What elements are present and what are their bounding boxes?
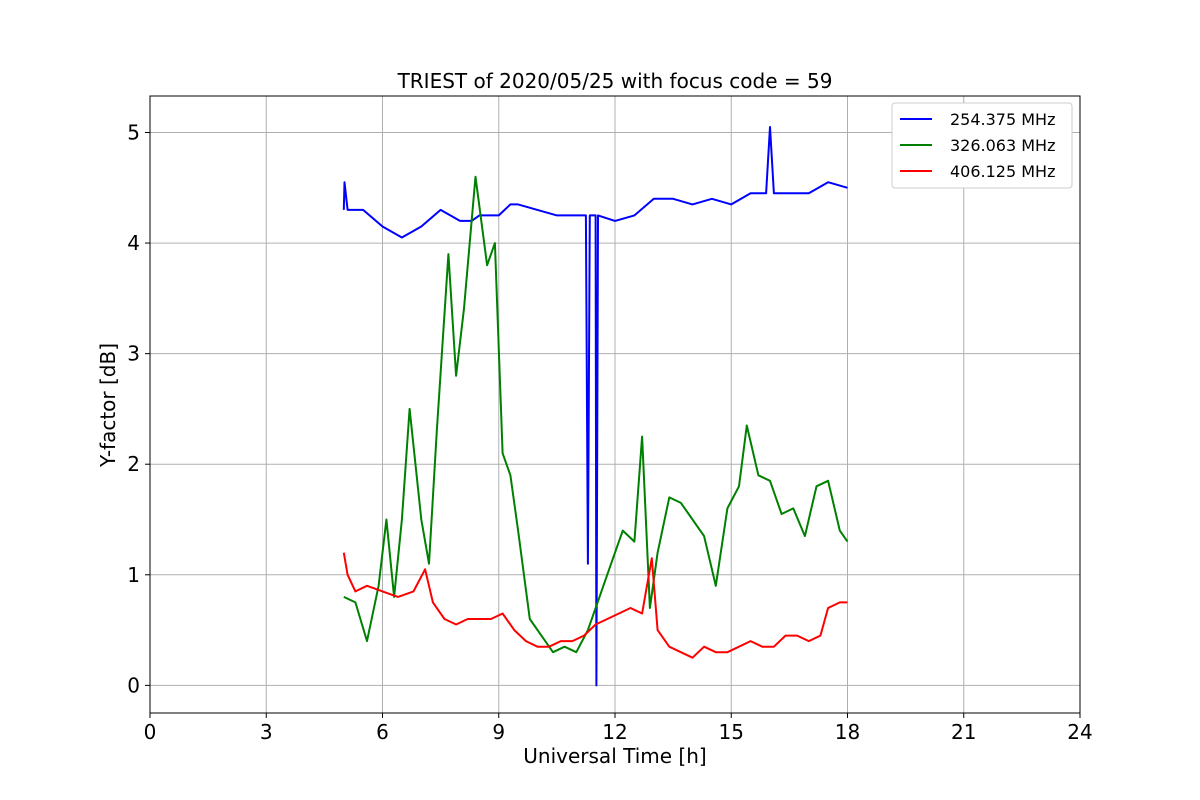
x-tick-label: 9: [492, 720, 505, 744]
y-axis-label: Y-factor [dB]: [96, 343, 120, 468]
x-tick-label: 24: [1067, 720, 1092, 744]
y-tick-label: 3: [127, 342, 140, 366]
chart-title: TRIEST of 2020/05/25 with focus code = 5…: [397, 69, 833, 93]
y-axis-ticks: 0 1 2 3 4 5: [127, 120, 150, 697]
legend-box: [891, 102, 1073, 189]
legend-label-406: 406.125 MHz: [950, 162, 1055, 181]
legend: 254.375 MHz 326.063 MHz 406.125 MHz: [891, 102, 1073, 189]
legend-label-326: 326.063 MHz: [950, 136, 1055, 155]
y-tick-label: 5: [127, 120, 140, 144]
series-line-1: [343, 175, 849, 654]
x-tick-label: 15: [719, 720, 744, 744]
y-tick-label: 4: [127, 231, 140, 255]
x-axis-ticks: 0 3 6 9 12 15 18 21 24: [144, 713, 1093, 744]
series-line-0: [342, 126, 848, 687]
x-tick-label: 18: [835, 720, 860, 744]
x-axis-label: Universal Time [h]: [523, 744, 706, 768]
x-tick-label: 6: [376, 720, 389, 744]
y-tick-label: 1: [127, 563, 140, 587]
x-tick-label: 21: [951, 720, 976, 744]
y-tick-label: 2: [127, 452, 140, 476]
x-tick-label: 0: [144, 720, 157, 744]
legend-label-254: 254.375 MHz: [950, 110, 1055, 129]
y-tick-label: 0: [127, 673, 140, 697]
series-line-2: [342, 552, 848, 659]
x-tick-label: 3: [260, 720, 273, 744]
series-layer: [342, 126, 849, 687]
x-tick-label: 12: [602, 720, 627, 744]
